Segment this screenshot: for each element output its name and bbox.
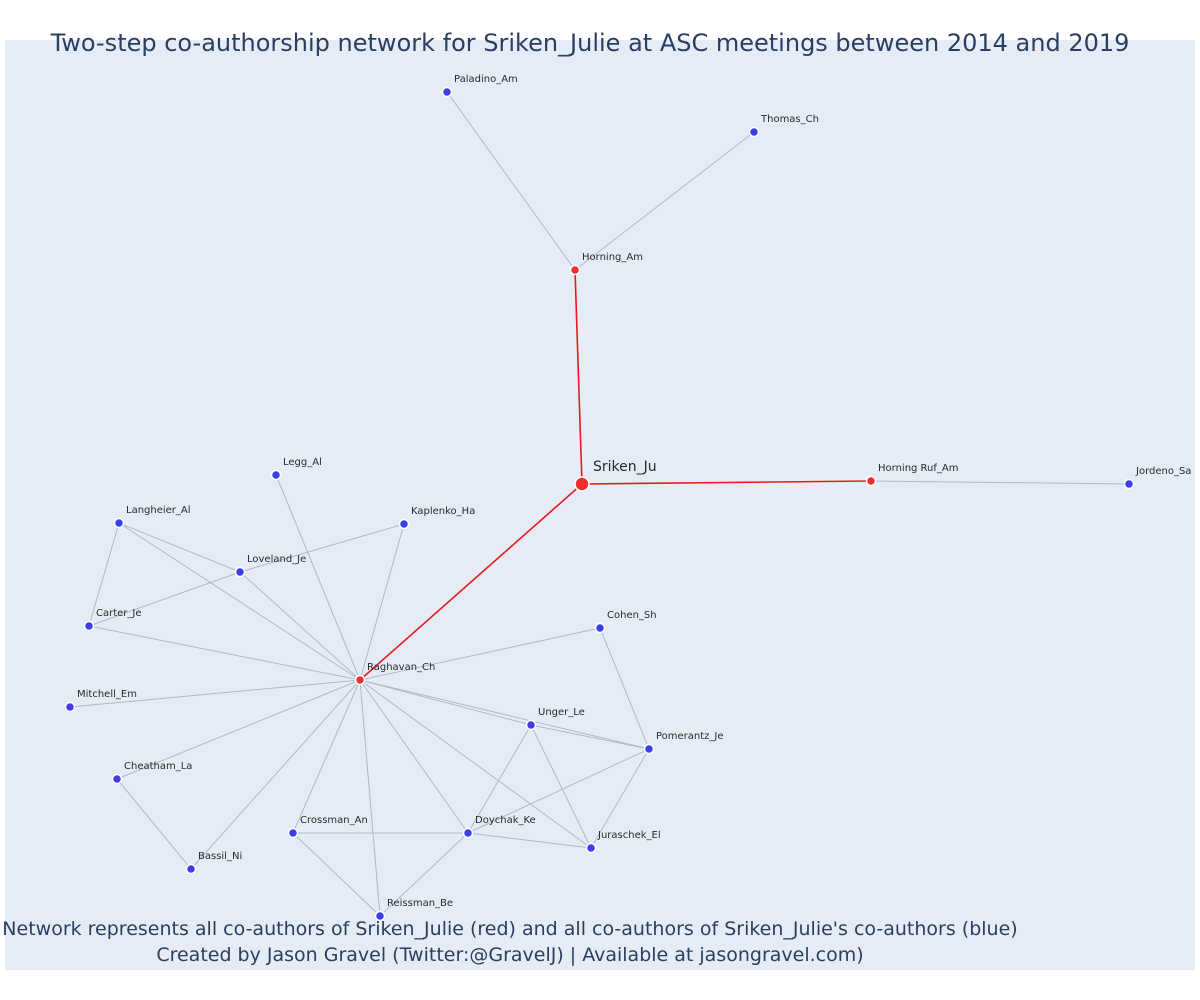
node-Horning_Am[interactable] (569, 264, 581, 276)
node-label-Kaplenko_Ha: Kaplenko_Ha (411, 506, 475, 517)
node-label-Cheatham_La: Cheatham_La (124, 761, 192, 772)
labels-layer: Sriken_Ju Horning_Am Horning Ruf_Am Raghava… (77, 74, 1191, 909)
node-Bassil_Ni[interactable] (185, 863, 197, 875)
edge-Unger_Le-Pomerantz_Je (530, 724, 650, 750)
node-Crossman_An[interactable] (287, 827, 299, 839)
node-Pomerantz_Je[interactable] (643, 743, 655, 755)
edge-Raghavan_Ch-Mitchell_Em (69, 679, 361, 708)
edge-Langheier_Al-Loveland_Je (118, 522, 241, 573)
caption-line-2: Created by Jason Gravel (Twitter:@Gravel… (156, 944, 864, 966)
edge-Raghavan_Ch-Bassil_Ni (190, 679, 361, 870)
node-label-Bassil_Ni: Bassil_Ni (198, 851, 242, 862)
edge-Raghavan_Ch-Carter_Je (88, 625, 361, 681)
edge-Loveland_Je-Carter_Je (88, 571, 241, 627)
edge-Sriken_Ju-Raghavan_Ch (359, 483, 583, 681)
node-label-Pomerantz_Je: Pomerantz_Je (656, 731, 724, 742)
node-Langheier_Al[interactable] (113, 517, 125, 529)
edge-Doychak_Ke-Juraschek_El (467, 832, 592, 849)
edge-Doychak_Ke-Reissman_Be (379, 832, 469, 917)
edge-Raghavan_Ch-Unger_Le (359, 679, 532, 726)
edge-Raghavan_Ch-Loveland_Je (239, 571, 361, 681)
node-Thomas_Ch[interactable] (748, 126, 760, 138)
node-Mitchell_Em[interactable] (64, 701, 76, 713)
edge-Raghavan_Ch-Reissman_Be (359, 679, 381, 917)
node-Sriken_Ju[interactable] (574, 476, 590, 492)
node-Horning-Ruf_Am[interactable] (865, 475, 877, 487)
node-Raghavan_Ch[interactable] (354, 674, 366, 686)
node-label-Paladino_Am: Paladino_Am (454, 74, 518, 85)
edge-Crossman_An-Reissman_Be (292, 832, 381, 917)
edges-layer (69, 91, 1130, 917)
edge-Pomerantz_Je-Juraschek_El (590, 748, 650, 849)
edge-Horning-Ruf_Am-Jordeno_Sa (870, 480, 1130, 485)
node-label-Horning_Am: Horning_Am (582, 252, 643, 263)
node-label-Crossman_An: Crossman_An (300, 815, 368, 826)
network-graph: Sriken_Ju Horning_Am Horning Ruf_Am Raghava… (64, 74, 1191, 922)
edge-Raghavan_Ch-Juraschek_El (359, 679, 592, 849)
edge-Raghavan_Ch-Cohen_Sh (359, 627, 601, 681)
node-label-Cohen_Sh: Cohen_Sh (607, 610, 657, 621)
node-Cheatham_La[interactable] (111, 773, 123, 785)
node-label-Mitchell_Em: Mitchell_Em (77, 689, 137, 700)
node-label-Loveland_Je: Loveland_Je (247, 554, 306, 565)
node-label-Sriken_Ju: Sriken_Ju (593, 459, 657, 475)
node-Loveland_Je[interactable] (234, 566, 246, 578)
edge-Horning_Am-Thomas_Ch (574, 131, 755, 271)
edge-Raghavan_Ch-Pomerantz_Je (359, 679, 650, 750)
nodes-layer (64, 86, 1135, 922)
node-label-Jordeno_Sa: Jordeno_Sa (1135, 466, 1191, 477)
node-label-Langheier_Al: Langheier_Al (126, 505, 191, 516)
node-Paladino_Am[interactable] (441, 86, 453, 98)
node-Carter_Je[interactable] (83, 620, 95, 632)
edge-Langheier_Al-Carter_Je (88, 522, 120, 627)
edge-Horning_Am-Paladino_Am (446, 91, 576, 271)
node-label-Thomas_Ch: Thomas_Ch (760, 114, 819, 125)
node-label-Legg_Al: Legg_Al (283, 457, 322, 468)
edge-Raghavan_Ch-Cheatham_La (116, 679, 361, 780)
chart-title: Two-step co-authorship network for Srike… (50, 29, 1130, 57)
edge-Unger_Le-Doychak_Ke (467, 724, 532, 834)
edge-Loveland_Je-Kaplenko_Ha (239, 523, 405, 573)
node-label-Horning-Ruf_Am: Horning Ruf_Am (878, 463, 959, 474)
caption-line-1: Network represents all co-authors of Sri… (2, 918, 1018, 940)
edge-Raghavan_Ch-Legg_Al (275, 474, 361, 681)
plot-area: Sriken_Ju Horning_Am Horning Ruf_Am Raghava… (5, 40, 1195, 970)
node-label-Reissman_Be: Reissman_Be (387, 898, 453, 909)
edge-Raghavan_Ch-Langheier_Al (118, 522, 361, 681)
edge-Cohen_Sh-Pomerantz_Je (599, 627, 650, 750)
node-Unger_Le[interactable] (525, 719, 537, 731)
edge-Pomerantz_Je-Doychak_Ke (467, 748, 650, 834)
edge-Raghavan_Ch-Kaplenko_Ha (359, 523, 405, 681)
edge-Unger_Le-Juraschek_El (530, 724, 592, 849)
node-Kaplenko_Ha[interactable] (398, 518, 410, 530)
node-label-Raghavan_Ch: Raghavan_Ch (367, 662, 435, 673)
node-Reissman_Be[interactable] (374, 910, 386, 922)
node-Jordeno_Sa[interactable] (1123, 478, 1135, 490)
node-Juraschek_El[interactable] (585, 842, 597, 854)
node-label-Unger_Le: Unger_Le (538, 707, 585, 718)
node-label-Carter_Je: Carter_Je (96, 608, 142, 619)
node-label-Juraschek_El: Juraschek_El (597, 830, 661, 841)
edge-Sriken_Ju-Horning-Ruf_Am (581, 480, 872, 485)
edge-Sriken_Ju-Horning_Am (574, 269, 583, 485)
node-Cohen_Sh[interactable] (594, 622, 606, 634)
edge-Raghavan_Ch-Doychak_Ke (359, 679, 469, 834)
node-label-Doychak_Ke: Doychak_Ke (475, 815, 536, 826)
node-Legg_Al[interactable] (270, 469, 282, 481)
edge-Cheatham_La-Bassil_Ni (116, 778, 192, 870)
node-Doychak_Ke[interactable] (462, 827, 474, 839)
edge-Raghavan_Ch-Crossman_An (292, 679, 361, 834)
